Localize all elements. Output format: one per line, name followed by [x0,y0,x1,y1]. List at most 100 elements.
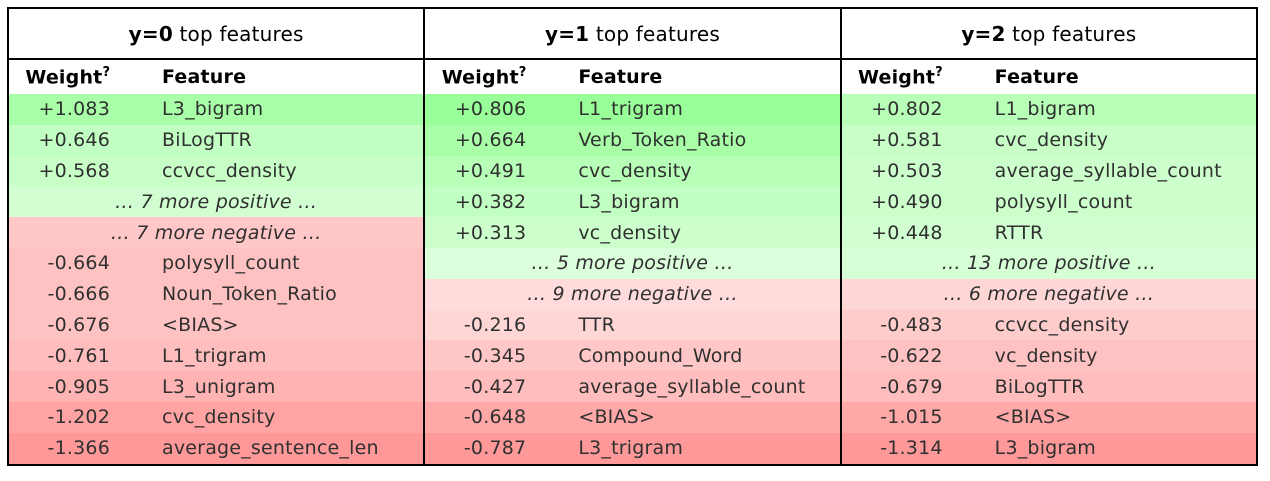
feature-weight-row: -0.676 <BIAS> [9,309,424,341]
class-header-suffix: top features [1005,21,1137,46]
ellipsis-row: … 7 more negative … [9,217,424,248]
class-header-y0: y=0 top features [6,7,426,60]
ellipsis-row: … 9 more negative … [425,278,840,310]
feature-weight-row: +1.083 L3_bigram [9,94,424,125]
feature-weight-row: -0.216 TTR [425,309,840,341]
weight-cell: -0.905 [47,375,110,398]
class-header-suffix: top features [589,21,720,46]
feature-weight-row: -0.622 vc_density [841,340,1256,372]
feature-cell: <BIAS> [994,406,1072,429]
class-header-suffix: top features [172,21,304,46]
feature-weight-row: +0.646 BiLogTTR [9,124,424,156]
weight-cell: +0.313 [454,221,527,244]
weight-cell: +0.806 [454,98,527,121]
weight-cell: -0.427 [463,375,527,398]
column-header-row: Weight? Feature [425,60,840,94]
weight-cell: -0.679 [880,375,943,398]
feature-cell: Verb_Token_Ratio [578,129,747,152]
weights-panel-y2: Weight? Feature +0.802 L1_bigram +0.581 cvc_d… [839,58,1259,466]
weight-cell: -1.015 [880,406,943,429]
hidden-features-label: … 7 more positive … [115,190,318,213]
column-header-row: Weight? Feature [9,60,424,94]
weight-cell: +0.646 [38,129,110,152]
feature-cell: cvc_density [162,406,276,429]
feature-weight-row: +0.802 L1_bigram [841,94,1256,125]
ellipsis-row: … 6 more negative … [841,278,1256,310]
feature-weight-row: -1.314 L3_bigram [841,432,1256,464]
feature-weight-row: +0.313 vc_density [425,217,840,248]
class-label: y=0 [128,21,173,46]
feature-weight-row: -0.345 Compound_Word [425,340,840,372]
feature-cell: average_syllable_count [578,375,806,398]
hidden-features-label: … 6 more negative … [943,283,1155,306]
weight-cell: +0.382 [454,190,527,213]
feature-cell: polysyll_count [162,252,300,275]
class-label: y=2 [961,21,1006,46]
feature-cell: Noun_Token_Ratio [162,283,337,306]
feature-cell: BiLogTTR [994,375,1085,398]
hidden-features-label: … 5 more positive … [531,252,734,275]
weight-help-sup: ? [518,65,527,81]
weight-cell: +1.083 [38,98,110,121]
feature-cell: RTTR [994,221,1044,244]
weight-cell: +0.568 [38,159,110,182]
feature-cell: polysyll_count [994,190,1133,213]
feature-weight-row: -0.761 L1_trigram [9,340,424,372]
feature-weight-tables: y=0 top features y=1 top features y=2 top … [6,7,1259,466]
feature-weight-row: +0.382 L3_bigram [425,186,840,218]
feature-cell: <BIAS> [162,313,239,336]
weight-cell: -0.648 [463,406,527,429]
feature-cell: TTR [578,313,616,336]
feature-cell: BiLogTTR [162,129,252,152]
weight-cell: -0.216 [463,313,527,336]
column-header-row: Weight? Feature [841,60,1256,94]
feature-weight-row: +0.568 ccvcc_density [9,155,424,187]
weight-cell: -0.676 [47,313,110,336]
feature-weight-row: +0.503 average_syllable_count [841,155,1256,187]
feature-cell: cvc_density [578,159,692,182]
hidden-features-label: … 13 more positive … [941,252,1157,275]
feature-weight-row: -0.483 ccvcc_density [841,309,1256,341]
feature-column-header: Feature [576,60,840,94]
weights-panel-y1: Weight? Feature +0.806 L1_trigram +0.664 Verb… [423,58,842,466]
feature-cell: <BIAS> [578,406,656,429]
feature-weight-row: -0.679 BiLogTTR [841,371,1256,402]
feature-weight-row: -1.202 cvc_density [9,401,424,433]
weight-cell: -0.622 [880,344,943,367]
feature-weight-row: +0.806 L1_trigram [425,94,840,125]
class-label: y=1 [544,21,590,46]
feature-cell: ccvcc_density [994,313,1130,336]
weight-column-header: Weight? [425,60,577,94]
feature-cell: L3_unigram [162,375,276,398]
weight-cell: +0.581 [871,129,943,152]
weight-cell: +0.503 [871,159,943,182]
feature-cell: cvc_density [994,129,1109,152]
weight-help-sup: ? [935,65,943,81]
ellipsis-row: … 7 more positive … [9,186,424,218]
feature-column-header: Feature [160,60,424,94]
weight-cell: -1.366 [47,437,110,460]
weights-table-y1: Weight? Feature +0.806 L1_trigram +0.664 Verb… [425,60,840,464]
weight-cell: -0.761 [47,344,110,367]
feature-cell: L1_bigram [994,98,1096,121]
feature-cell: vc_density [578,221,682,244]
weight-cell: -0.666 [47,283,110,306]
feature-cell: L3_bigram [994,437,1096,460]
feature-weight-row: -0.648 <BIAS> [425,401,840,433]
feature-weight-row: -1.015 <BIAS> [841,401,1256,433]
weight-cell: -1.202 [47,406,110,429]
feature-cell: L3_trigram [578,437,684,460]
weight-cell: -0.483 [880,313,943,336]
feature-weight-row: +0.491 cvc_density [425,155,840,187]
feature-weight-row: -0.427 average_syllable_count [425,371,840,402]
feature-weight-row: +0.664 Verb_Token_Ratio [425,124,840,156]
feature-cell: Compound_Word [578,344,743,367]
feature-cell: L3_bigram [578,190,680,213]
feature-weight-row: -0.666 Noun_Token_Ratio [9,278,424,310]
ellipsis-row: … 13 more positive … [841,247,1256,279]
feature-cell: average_syllable_count [994,159,1222,182]
feature-cell: L1_trigram [578,98,684,121]
feature-weight-row: -1.366 average_sentence_len [9,432,424,464]
weight-help-sup: ? [102,65,110,81]
